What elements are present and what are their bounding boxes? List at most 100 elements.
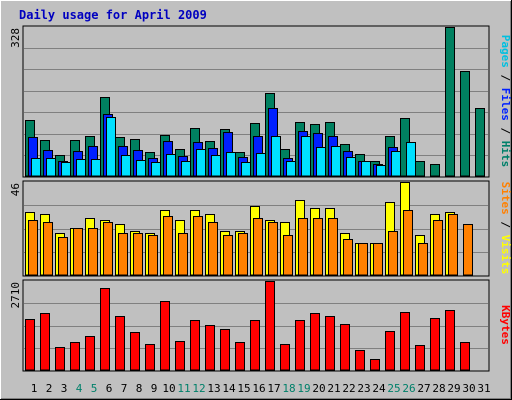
bar-kbytes-day-6 (100, 288, 110, 371)
bar-pages-day-3 (61, 162, 71, 177)
bar-pages-day-23 (361, 161, 371, 177)
bar-kbytes-day-9 (145, 344, 155, 371)
day-label-14: 14 (222, 382, 236, 395)
bar-pages-day-15 (241, 162, 251, 177)
day-label-28: 28 (432, 382, 445, 395)
legend-entry: Pages (499, 35, 512, 68)
chart-title: Daily usage for April 2009 (19, 8, 207, 22)
bar-kbytes-day-24 (370, 359, 380, 371)
bar-pages-day-8 (136, 160, 146, 177)
bar-kbytes-day-18 (280, 344, 290, 371)
series-legend: Sites / Visits (499, 182, 512, 275)
bar-pages-day-17 (271, 136, 281, 177)
bar-hits-day-31 (475, 108, 485, 177)
day-axis: 1 2 3 4 5 6 7 8 9 10 11 12 13 14 15 16 17 18 19 20 21 22 23 24 2… (31, 382, 491, 395)
bar-pages-day-4 (76, 159, 86, 177)
day-label-3: 3 (61, 382, 68, 395)
bar-sites-day-8 (133, 233, 143, 276)
bar-kbytes-day-29 (445, 310, 455, 371)
bar-pages-day-9 (151, 162, 161, 177)
series-legend: Pages / Files / Hits (499, 35, 512, 168)
bar-sites-day-25 (388, 231, 398, 276)
bar-kbytes-day-2 (40, 313, 50, 371)
bar-kbytes-day-3 (55, 347, 65, 371)
hits-files-pages-panel: 328 Pages / Files / Hits (9, 25, 512, 178)
bar-pages-day-22 (346, 157, 356, 177)
day-label-19: 19 (297, 382, 310, 395)
bar-kbytes-day-8 (130, 332, 140, 371)
bar-pages-day-1 (31, 158, 41, 177)
bar-sites-day-24 (373, 243, 383, 276)
bar-kbytes-day-19 (295, 320, 305, 371)
bar-sites-day-17 (268, 222, 278, 276)
bar-pages-day-7 (121, 155, 131, 177)
bar-pages-day-10 (166, 154, 176, 177)
day-label-13: 13 (207, 382, 220, 395)
bar-sites-day-9 (148, 235, 158, 276)
bar-sites-day-6 (103, 222, 113, 276)
day-label-22: 22 (342, 382, 355, 395)
bar-pages-day-24 (376, 165, 386, 177)
legend-entry: Hits (499, 141, 512, 168)
legend-entry: Files (499, 88, 512, 121)
day-label-11: 11 (177, 382, 190, 395)
max-value-label: 2710 (9, 282, 22, 309)
bar-sites-day-22 (343, 239, 353, 276)
bar-kbytes-day-10 (160, 301, 170, 371)
day-label-10: 10 (162, 382, 175, 395)
bar-pages-day-12 (196, 149, 206, 177)
day-label-6: 6 (106, 382, 113, 395)
bar-sites-day-2 (43, 222, 53, 276)
day-label-16: 16 (252, 382, 265, 395)
legend-entry: / (499, 121, 512, 141)
bar-sites-day-29 (448, 214, 458, 276)
bar-kbytes-day-13 (205, 325, 215, 371)
bar-sites-day-15 (238, 233, 248, 276)
kbytes-panel: 2710 KBytes (9, 279, 512, 372)
day-label-7: 7 (121, 382, 128, 395)
bar-sites-day-19 (298, 218, 308, 276)
day-label-18: 18 (282, 382, 295, 395)
bar-sites-day-7 (118, 233, 128, 276)
bar-pages-day-20 (316, 147, 326, 177)
day-label-25: 25 (387, 382, 400, 395)
day-label-20: 20 (312, 382, 325, 395)
day-label-31: 31 (477, 382, 490, 395)
bar-pages-day-11 (181, 161, 191, 177)
bar-kbytes-day-27 (415, 345, 425, 371)
bar-pages-day-26 (406, 142, 416, 177)
day-label-4: 4 (76, 382, 83, 395)
bar-sites-day-4 (73, 228, 83, 276)
bar-sites-day-3 (58, 237, 68, 276)
bar-kbytes-day-15 (235, 342, 245, 371)
bar-sites-day-1 (28, 220, 38, 276)
bar-sites-day-21 (328, 218, 338, 276)
day-label-27: 27 (417, 382, 430, 395)
bar-pages-day-2 (46, 158, 56, 177)
bar-sites-day-14 (223, 235, 233, 276)
bar-sites-day-10 (163, 216, 173, 276)
bar-kbytes-day-25 (385, 331, 395, 371)
legend-entry: Visits (499, 235, 512, 275)
bar-sites-day-18 (283, 235, 293, 276)
bar-kbytes-day-1 (25, 319, 35, 371)
day-label-21: 21 (327, 382, 340, 395)
bar-sites-day-26 (403, 210, 413, 276)
max-value-label: 328 (9, 28, 22, 48)
day-label-9: 9 (151, 382, 158, 395)
bar-pages-day-18 (286, 161, 296, 177)
bar-kbytes-day-28 (430, 318, 440, 371)
bar-sites-day-5 (88, 228, 98, 276)
day-label-17: 17 (267, 382, 280, 395)
day-label-2: 2 (46, 382, 53, 395)
bar-pages-day-21 (331, 146, 341, 177)
bar-pages-day-14 (226, 152, 236, 177)
day-label-15: 15 (237, 382, 250, 395)
day-label-26: 26 (402, 382, 415, 395)
day-label-1: 1 (31, 382, 38, 395)
day-label-29: 29 (447, 382, 460, 395)
bar-pages-day-25 (391, 151, 401, 177)
bar-kbytes-day-14 (220, 329, 230, 371)
bar-sites-day-28 (433, 220, 443, 276)
